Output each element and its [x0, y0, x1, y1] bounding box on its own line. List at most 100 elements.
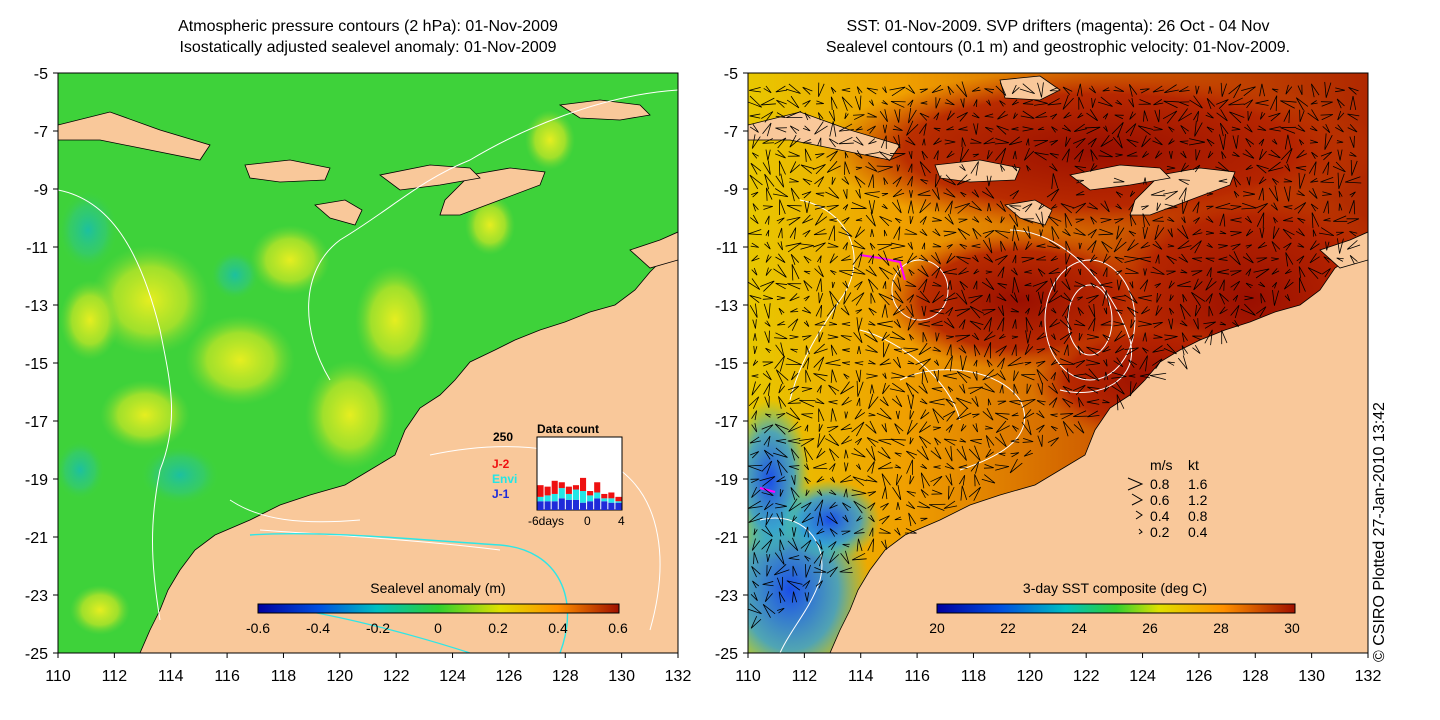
- left-cb-tick-6: 0.6: [608, 620, 628, 636]
- inset-bar-envi: [565, 493, 572, 500]
- velocity-arrow: [1243, 99, 1254, 109]
- velocity-arrow: [1046, 188, 1060, 202]
- velocity-arrow: [802, 100, 811, 108]
- velocity-legend-header-ms: m/s: [1150, 457, 1173, 473]
- velocity-arrow: [1205, 112, 1214, 119]
- velocity-arrow: [933, 137, 942, 146]
- right-panel-title: SST: 01-Nov-2009. SVP drifters (magenta)…: [748, 16, 1368, 58]
- velocity-arrow: [851, 292, 865, 306]
- right-lat-tick-label: -13: [715, 298, 738, 315]
- velocity-arrow: [869, 527, 874, 537]
- velocity-arrow: [1282, 228, 1295, 240]
- velocity-arrow: [1283, 186, 1291, 202]
- velocity-arrow: [960, 191, 967, 198]
- velocity-arrow: [1168, 318, 1174, 330]
- velocity-arrow: [1059, 331, 1073, 345]
- right-lon-tick-label: 126: [1186, 668, 1213, 685]
- velocity-arrow: [1215, 202, 1231, 210]
- velocity-arrow: [1310, 203, 1319, 212]
- velocity-arrow: [1273, 217, 1278, 224]
- velocity-arrow: [1271, 241, 1281, 252]
- velocity-arrow: [1337, 149, 1343, 161]
- velocity-arrow: [1026, 383, 1032, 394]
- inset-bar-envi: [572, 489, 579, 500]
- velocity-legend-ms-0: 0.8: [1150, 476, 1170, 492]
- right-lon-tick-label: 110: [735, 668, 761, 685]
- velocity-arrow: [764, 330, 770, 344]
- velocity-arrow: [1163, 343, 1177, 355]
- velocity-arrow: [817, 112, 824, 121]
- velocity-arrow: [828, 138, 839, 148]
- velocity-arrow: [891, 372, 905, 379]
- velocity-arrow: [805, 564, 811, 578]
- velocity-arrow: [972, 153, 980, 158]
- velocity-arrow: [956, 112, 968, 122]
- velocity-arrow: [1296, 255, 1305, 264]
- velocity-arrow: [1219, 122, 1229, 137]
- velocity-arrow: [1271, 178, 1279, 185]
- velocity-arrow: [919, 112, 930, 121]
- right-lat-tick-label: -11: [716, 240, 738, 257]
- velocity-arrow: [1180, 269, 1188, 274]
- velocity-arrow: [907, 99, 914, 108]
- velocity-arrow: [765, 149, 771, 161]
- velocity-arrow: [868, 320, 876, 326]
- velocity-arrow: [750, 478, 760, 483]
- velocity-arrow: [868, 514, 875, 523]
- velocity-arrow: [802, 86, 813, 95]
- velocity-arrow: [1024, 343, 1034, 356]
- velocity-arrow: [1047, 437, 1059, 447]
- island-north-right: [999, 75, 1061, 101]
- velocity-arrow: [803, 280, 813, 292]
- velocity-arrow: [1025, 241, 1033, 251]
- velocity-arrow: [818, 292, 824, 304]
- velocity-arrow: [751, 134, 761, 149]
- velocity-legend: m/s kt 0.8 1.6 0.6 1.2 0.4 0.8 0.2 0.4: [1127, 457, 1208, 540]
- velocity-arrow: [956, 407, 972, 420]
- shelf-contour-cyan: [249, 532, 569, 653]
- velocity-arrow: [1062, 385, 1073, 394]
- velocity-arrow: [997, 305, 1005, 317]
- velocity-arrow: [906, 459, 913, 475]
- velocity-arrow: [1256, 212, 1265, 229]
- velocity-arrow: [1011, 335, 1019, 339]
- velocity-arrow: [995, 147, 1007, 164]
- velocity-arrow: [764, 215, 770, 225]
- velocity-arrow: [831, 176, 836, 185]
- velocity-arrow: [972, 227, 982, 240]
- velocity-arrow: [890, 242, 906, 250]
- velocity-arrow: [958, 126, 968, 131]
- inset-bars: [537, 477, 622, 510]
- velocity-arrow: [1128, 202, 1135, 212]
- inset-bar-envi: [551, 493, 558, 502]
- velocity-arrow: [1051, 333, 1056, 341]
- velocity-arrow: [1154, 283, 1161, 288]
- left-map: [58, 73, 678, 653]
- velocity-arrow: [1023, 147, 1035, 161]
- velocity-arrow: [1164, 84, 1179, 94]
- velocity-arrow: [1126, 138, 1139, 148]
- velocity-arrow: [1024, 361, 1032, 366]
- velocity-arrow: [1178, 253, 1189, 263]
- velocity-arrow: [947, 280, 953, 290]
- left-lat-tick-label: -13: [25, 298, 48, 315]
- velocity-arrow: [881, 473, 891, 488]
- velocity-arrow: [855, 218, 863, 222]
- velocity-arrow: [997, 317, 1005, 332]
- velocity-arrow: [918, 382, 928, 394]
- right-title-line1: SST: 01-Nov-2009. SVP drifters (magenta)…: [846, 18, 1270, 35]
- velocity-arrow: [907, 163, 913, 173]
- velocity-arrow: [943, 317, 955, 329]
- velocity-arrow: [776, 607, 785, 614]
- velocity-arrow: [983, 464, 994, 469]
- velocity-arrow: [841, 396, 852, 406]
- velocity-arrow: [1011, 344, 1017, 357]
- velocity-arrow: [856, 463, 861, 470]
- velocity-arrow: [1163, 100, 1180, 109]
- velocity-arrow: [1011, 163, 1018, 172]
- island-east-right: [1319, 231, 1368, 269]
- velocity-arrow: [763, 500, 774, 511]
- island-east-left: [629, 231, 678, 269]
- velocity-arrow: [1019, 83, 1035, 95]
